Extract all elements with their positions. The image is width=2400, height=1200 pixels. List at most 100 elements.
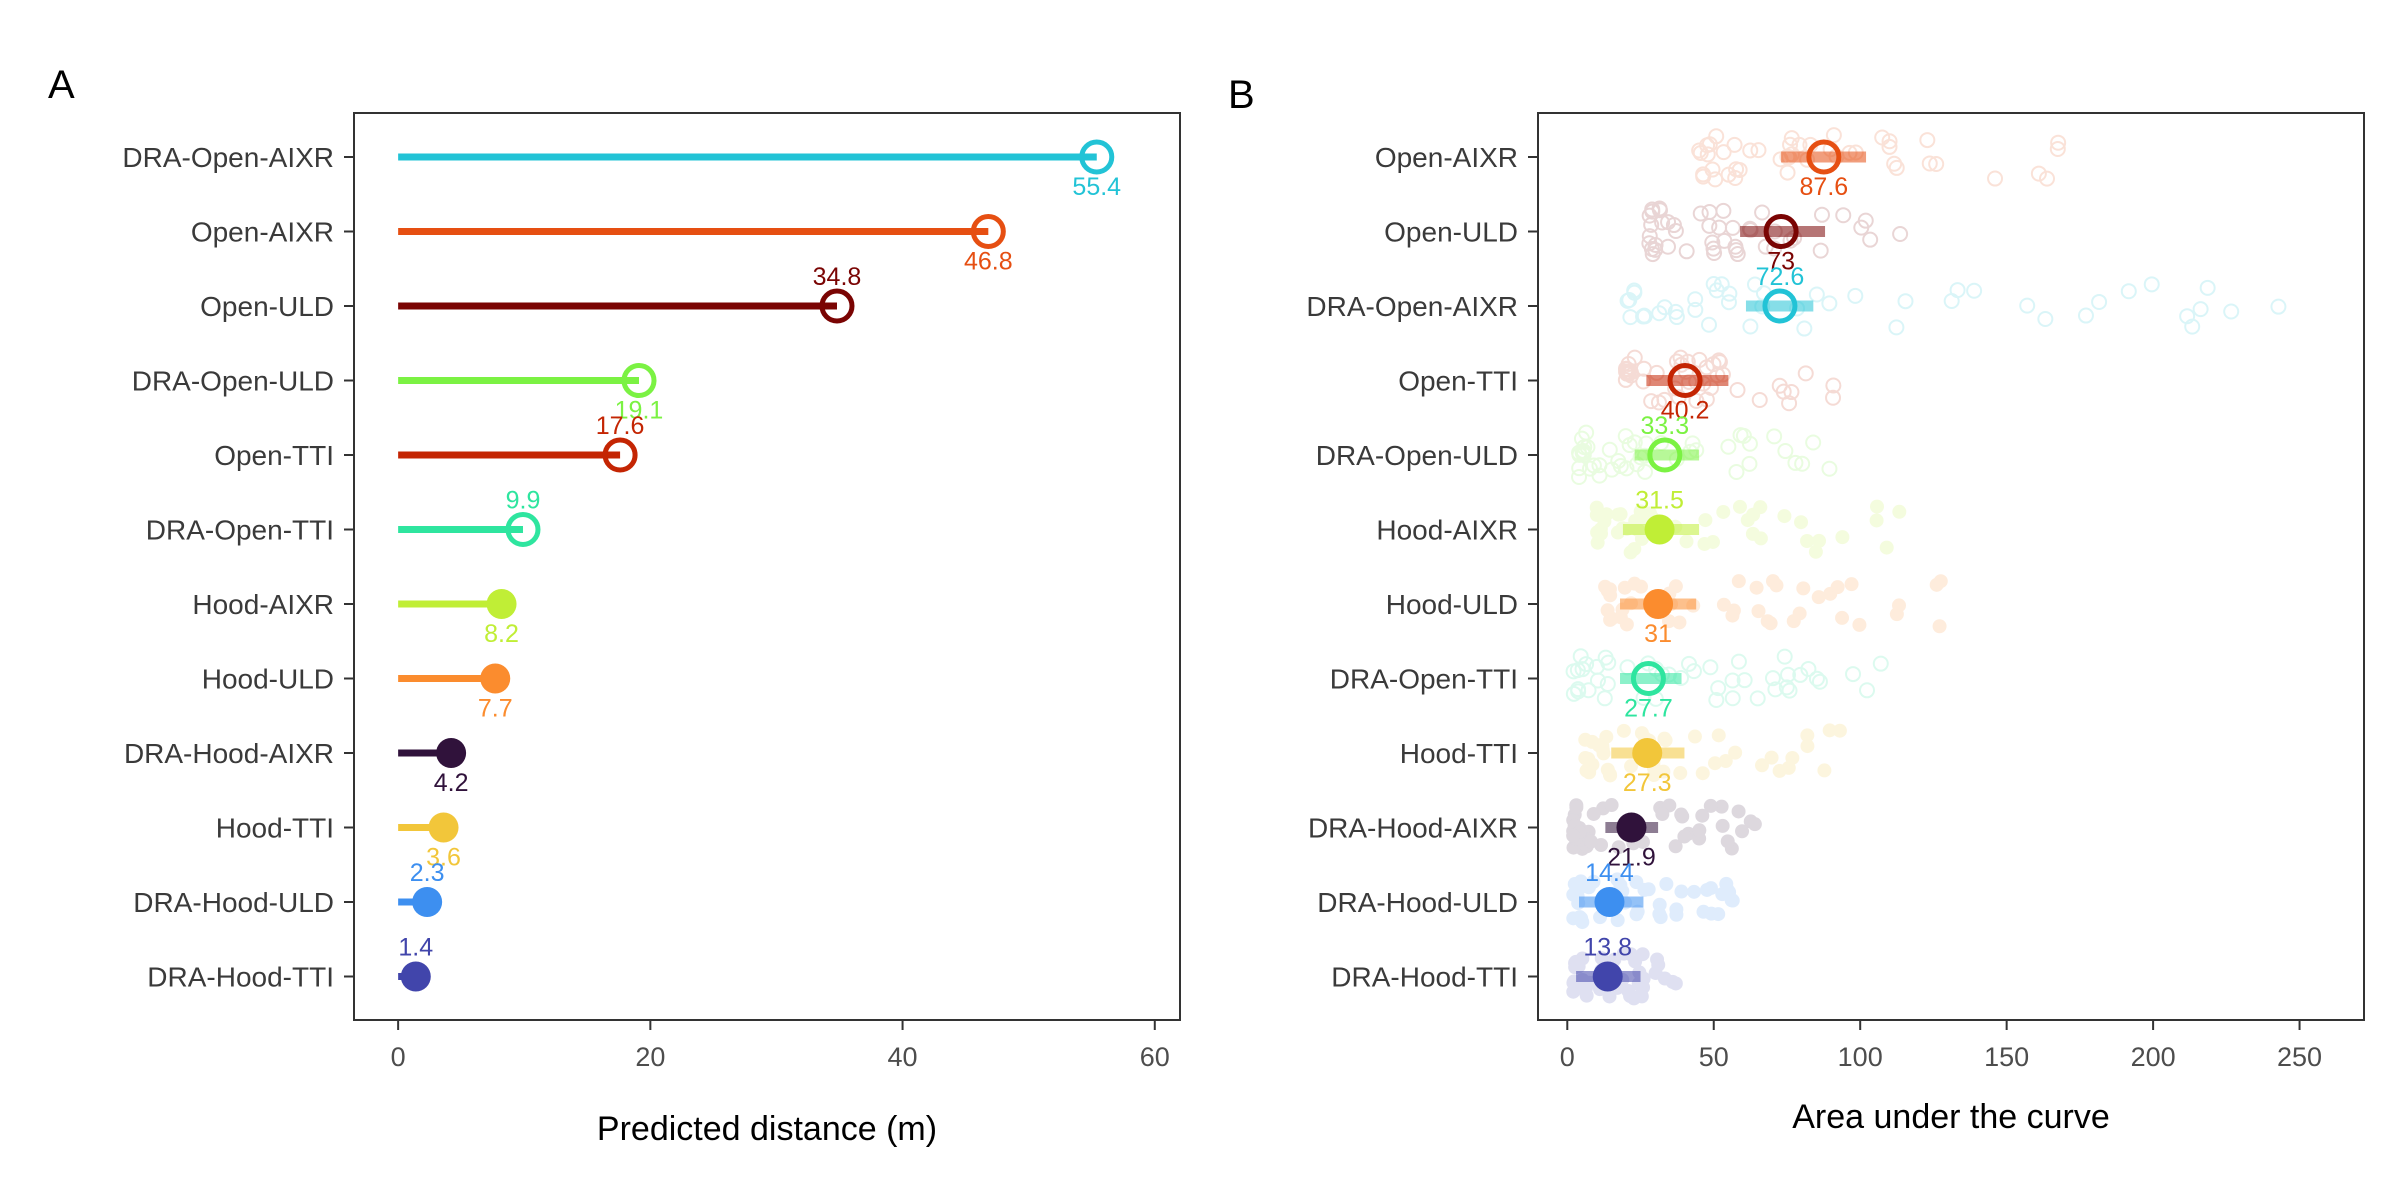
panel-b-observation — [1633, 504, 1648, 519]
panel-b-observation — [1635, 947, 1650, 962]
panel-a-data-label: 55.4 — [1072, 173, 1121, 201]
panel-b-observation — [1800, 728, 1815, 743]
panel-a-data-label: 3.6 — [426, 844, 461, 872]
panel-b-observation — [1713, 276, 1730, 293]
panel-b-observation — [1808, 670, 1825, 687]
panel-b-observation — [1792, 606, 1807, 621]
panel-b-observation — [1668, 976, 1683, 991]
panel-b-observation — [1781, 395, 1798, 412]
panel-b-observation — [1571, 444, 1588, 461]
panel-b-observation — [1568, 831, 1583, 846]
panel-b-observation — [1575, 915, 1590, 930]
panel-b-observation — [1805, 434, 1822, 451]
panel-b-observation — [1811, 590, 1826, 605]
panel-b-observation — [1928, 156, 1945, 173]
panel-b-observation — [1720, 438, 1737, 455]
panel-b-data-label: 31 — [1644, 620, 1672, 648]
panel-b-observation — [1668, 309, 1685, 326]
panel-b-observation — [1648, 966, 1663, 981]
panel-b-observation — [1617, 428, 1634, 445]
panel-b-observation — [1771, 377, 1788, 394]
panel-b-category-label: Open-ULD — [1384, 217, 1518, 248]
panel-b-observation — [1701, 203, 1718, 220]
panel-b-observation — [1703, 881, 1718, 896]
panel-b-observation — [1687, 291, 1704, 308]
panel-b-observation — [1571, 460, 1588, 477]
panel-b-observation — [1754, 204, 1771, 221]
panel-b-observation — [1644, 246, 1661, 263]
panel-b-point — [1762, 288, 1798, 324]
panel-b-observation — [1596, 690, 1613, 707]
panel-b-observation — [1731, 804, 1746, 819]
panel-b-observation — [1659, 238, 1676, 255]
panel-b-observation — [1579, 439, 1596, 456]
panel-a-x-tick-label: 0 — [391, 1042, 406, 1072]
panel-b-observation — [1746, 507, 1761, 522]
panel-b-observation — [1573, 430, 1590, 447]
panel-b-observation — [1692, 823, 1707, 838]
panel-b-observation — [1754, 758, 1769, 773]
panel-b-observation — [1572, 910, 1587, 925]
panel-b-observation — [1653, 800, 1668, 815]
panel-b-observation — [1574, 911, 1589, 926]
panel-b-observation — [1572, 825, 1587, 840]
panel-b-observation — [1780, 666, 1797, 683]
panel-a-x-tick-label: 60 — [1140, 1042, 1170, 1072]
panel-b-observation — [1662, 798, 1677, 813]
panel-a-point — [428, 812, 459, 843]
panel-b-observation — [1586, 874, 1601, 889]
panel-b-observation — [1570, 681, 1587, 698]
panel-b-observation — [1830, 580, 1845, 595]
panel-b-observation — [1616, 946, 1631, 961]
panel-b-observation — [1581, 880, 1596, 895]
panel-b-category-label: Open-AIXR — [1375, 142, 1518, 173]
panel-b-observation — [1581, 832, 1596, 847]
panel-b-observation — [1567, 818, 1582, 833]
panel-a-letter: A — [48, 63, 75, 107]
panel-b-observation — [1619, 361, 1636, 378]
panel-b-observation — [1728, 463, 1745, 480]
panel-b-observation — [1674, 807, 1689, 822]
panel-b-observation — [1724, 893, 1739, 908]
panel-b-observation — [1595, 739, 1610, 754]
panel-b-observation — [1565, 685, 1582, 702]
panel-b-category-label: DRA-Open-AIXR — [1306, 291, 1518, 322]
panel-b-observation — [1681, 826, 1696, 841]
panel-b-observation — [1591, 457, 1608, 474]
panel-b-observations — [1566, 798, 1762, 856]
panel-b-observation — [1897, 293, 1914, 310]
panel-b-x-tick-label: 50 — [1699, 1042, 1729, 1072]
panel-b-observation — [1601, 441, 1618, 458]
panel-b-observation — [1728, 161, 1745, 178]
panel-b-observation — [1726, 603, 1741, 618]
panel-b-observation — [1604, 611, 1619, 626]
panel-b-observation — [2199, 279, 2216, 296]
panel-b-observation — [1797, 365, 1814, 382]
panel-b-observation — [1566, 840, 1581, 855]
panel-b-observation — [1579, 839, 1594, 854]
panel-a-data-label: 19.1 — [615, 397, 664, 425]
panel-b-observation — [1720, 883, 1735, 898]
panel-b-data-label: 27.7 — [1624, 695, 1673, 723]
panel-b-category-label: DRA-Open-TTI — [1330, 664, 1518, 695]
panel-b-observation — [1643, 393, 1660, 410]
panel-b-observation — [1610, 525, 1625, 540]
panel-b-observation — [1575, 951, 1590, 966]
panel-b-observation — [1697, 536, 1712, 551]
panel-b-observation — [1675, 809, 1690, 824]
panel-b-observation — [1571, 883, 1586, 898]
panel-b-observation — [2143, 276, 2160, 293]
panel-b-observation — [1616, 723, 1631, 738]
panel-b-observation — [1685, 663, 1702, 680]
panel-b-observation — [1602, 767, 1617, 782]
panel-b-observation — [1747, 817, 1762, 832]
panel-b-observation — [1571, 469, 1588, 486]
panel-b-observation — [1892, 504, 1907, 519]
panel-b-observation — [1813, 206, 1830, 223]
panel-b-data-label: 72.6 — [1756, 263, 1805, 291]
panel-b-observation — [1695, 808, 1710, 823]
panel-b-observation — [2077, 307, 2094, 324]
panel-b-observation — [1730, 653, 1747, 670]
panel-b-observation — [1715, 818, 1730, 833]
panel-b-observation — [1987, 170, 2004, 187]
